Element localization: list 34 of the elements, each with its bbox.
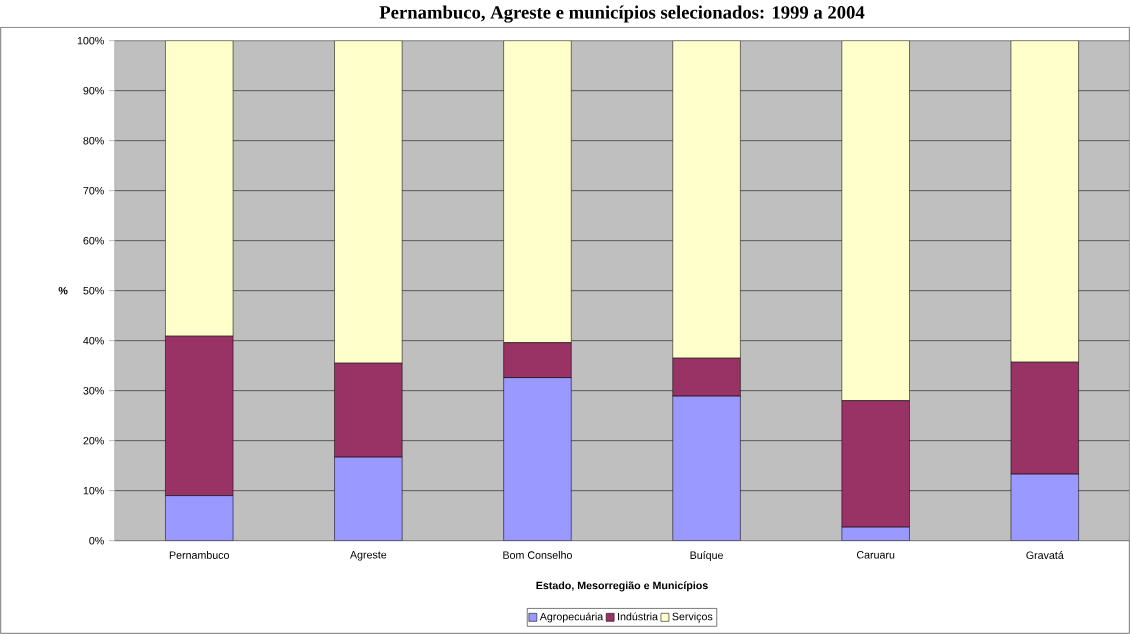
legend-label: Serviços: [672, 612, 713, 623]
y-tick-label: 30%: [83, 386, 104, 395]
y-tick-label: 90%: [83, 86, 104, 95]
bar: [334, 40, 403, 364]
x-tick-label: Caruaru: [856, 551, 895, 559]
bar: [165, 495, 234, 541]
y-tick-label: 50%: [83, 286, 104, 295]
legend-label: Agropecuária: [539, 612, 604, 623]
y-tick-label: 40%: [83, 336, 104, 345]
y-tick-label: 100%: [77, 36, 104, 45]
bar: [841, 40, 910, 401]
x-tick-label: Bom Conselho: [503, 551, 572, 559]
x-tick-label: Pernambuco: [169, 551, 230, 559]
x-tick-label: Agreste: [349, 551, 387, 561]
x-axis-title: Estado, Mesorregião e Municípios: [536, 581, 708, 592]
x-tick-label: Gravatá: [1026, 551, 1064, 560]
bar: [1010, 40, 1079, 363]
y-tick-label: 20%: [83, 436, 104, 445]
legend-label: Indústria: [618, 612, 658, 621]
y-tick-label: 80%: [83, 136, 104, 145]
y-axis-title: %: [58, 286, 68, 295]
bar: [672, 40, 741, 359]
bar: [1010, 473, 1079, 541]
x-tick-label: Buíque: [690, 551, 723, 562]
chart-title: Pernambuco, Agreste e municípios selecionados: 1999 a 2004: [379, 5, 865, 23]
y-tick-label: 60%: [83, 236, 104, 245]
bar: [503, 40, 572, 343]
bar: [672, 395, 741, 541]
bar: [503, 377, 572, 541]
bar: [165, 40, 234, 337]
bar: [334, 456, 403, 541]
y-tick-label: 0%: [89, 536, 104, 545]
y-tick-label: 70%: [83, 186, 104, 195]
y-tick-label: 10%: [83, 486, 104, 495]
